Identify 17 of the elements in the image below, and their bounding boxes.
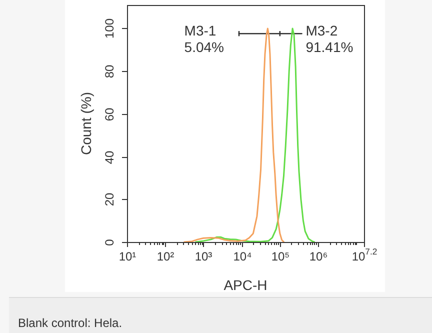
y-tick-label: 100 — [102, 18, 116, 39]
x-tick-label: 10⁵ — [271, 249, 290, 264]
y-tick-label: 0 — [102, 238, 116, 246]
x-tick-label: 10⁴ — [233, 249, 252, 264]
annotation: M3-2 91.41% — [306, 22, 354, 55]
annotation: M3-1 5.04% — [184, 22, 224, 55]
x-tick-label: 10² — [156, 249, 174, 264]
x-tick-label: 10¹ — [118, 249, 136, 264]
y-tick-label: 80 — [102, 64, 116, 78]
x-tick-label: 10⁶ — [309, 249, 328, 264]
y-tick-label: 20 — [102, 192, 116, 206]
y-tick-label: 40 — [102, 150, 116, 164]
x-axis-title: APC-H — [224, 276, 268, 293]
y-axis-title: Count (%) — [78, 92, 94, 156]
text: Blank control: Hela. — [18, 316, 124, 330]
y-tick-label: 60 — [102, 108, 116, 122]
x-tick-label: 10³ — [194, 249, 212, 264]
